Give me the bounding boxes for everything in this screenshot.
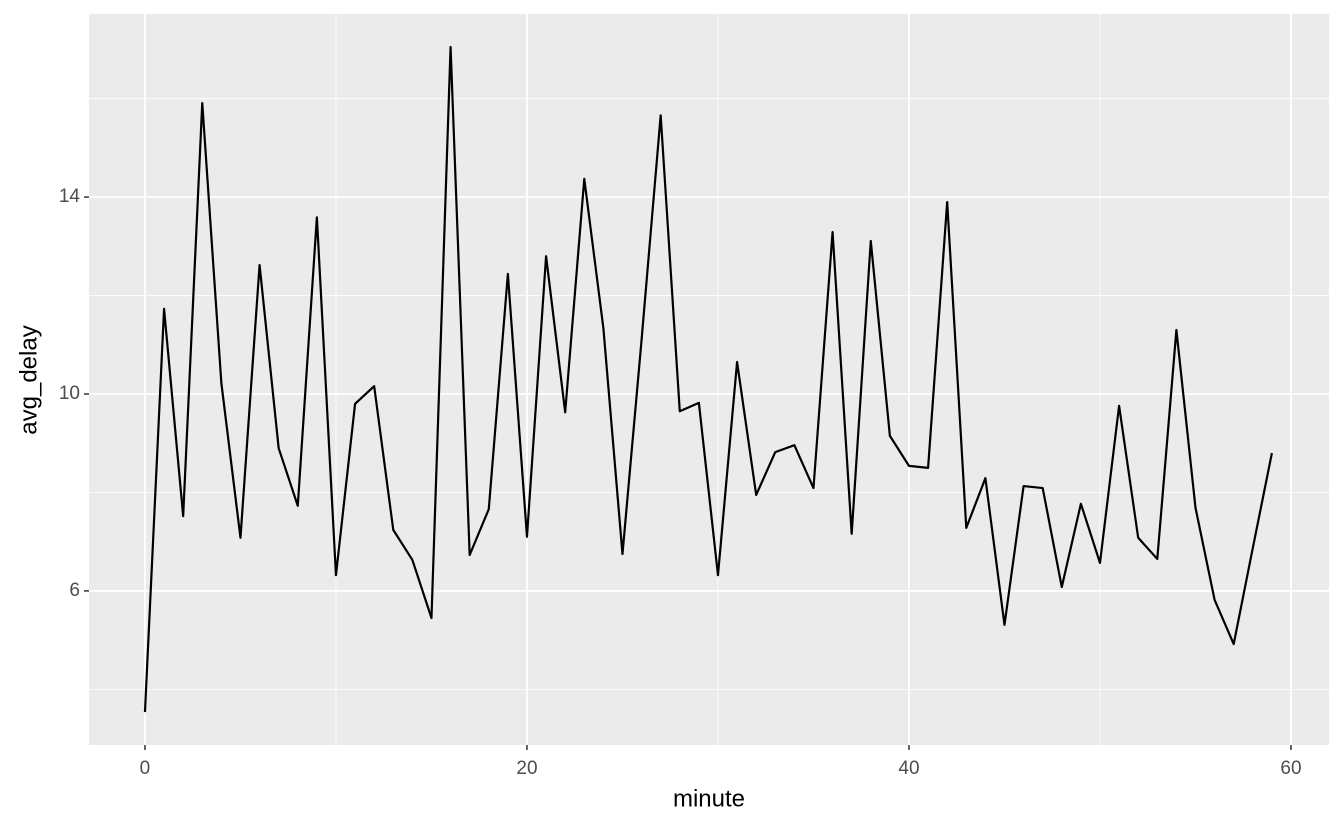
y-tick-label: 14 — [59, 186, 81, 207]
x-axis-title: minute — [673, 785, 745, 812]
x-tick-label: 40 — [898, 758, 919, 779]
x-tick-label: 0 — [140, 758, 151, 779]
x-tick-label: 20 — [516, 758, 537, 779]
y-tick-label: 6 — [69, 580, 80, 601]
y-axis-title: avg_delay — [15, 325, 42, 434]
line — [143, 45, 1273, 713]
y-tick-label: 10 — [59, 383, 80, 404]
panel — [89, 14, 1329, 745]
x-tick-label: 60 — [1280, 758, 1301, 779]
